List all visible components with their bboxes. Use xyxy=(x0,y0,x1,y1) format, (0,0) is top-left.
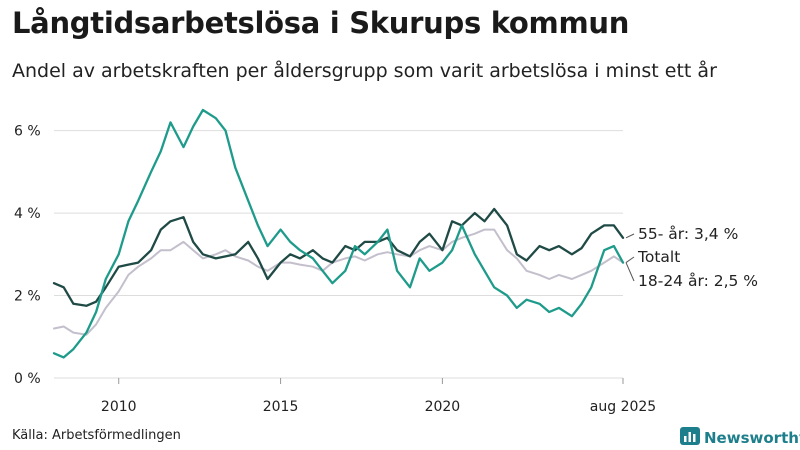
chart-subtitle: Andel av arbetskraften per åldersgrupp s… xyxy=(12,60,717,82)
series-label-total: Totalt xyxy=(637,248,680,266)
series-label-55: 55- år: 3,4 % xyxy=(638,225,738,243)
label-connector-18-24 xyxy=(625,262,635,282)
y-tick-label: 4 % xyxy=(14,206,41,222)
label-connector-total xyxy=(625,256,635,263)
x-tick-label: 2010 xyxy=(101,399,137,415)
x-tick-label: 2020 xyxy=(425,399,461,415)
x-axis-ticks: 2010 2015 2020 aug 2025 xyxy=(101,378,656,415)
source-note: Källa: Arbetsförmedlingen xyxy=(12,428,181,443)
grid-lines xyxy=(54,130,623,379)
y-tick-label: 6 % xyxy=(14,124,41,140)
y-tick-label: 2 % xyxy=(14,289,41,305)
series-line-18-24 xyxy=(52,108,625,359)
label-connector-55 xyxy=(625,233,635,239)
series-line-total xyxy=(53,228,624,336)
x-tick-label: aug 2025 xyxy=(590,399,656,415)
series-lines xyxy=(52,108,625,359)
x-tick-label: 2015 xyxy=(263,399,299,415)
bar-chart-logo-icon xyxy=(680,427,700,449)
brand-logo: Newsworthy xyxy=(680,427,800,449)
y-tick-label: 0 % xyxy=(14,371,41,387)
brand-name: Newsworthy xyxy=(704,429,800,447)
y-axis-ticks: 0 % 2 % 4 % 6 % xyxy=(14,124,41,387)
series-label-18-24: 18-24 år: 2,5 % xyxy=(638,272,758,290)
series-line-55 xyxy=(52,207,625,307)
series-labels: 55- år: 3,4 % Totalt 18-24 år: 2,5 % xyxy=(625,225,758,290)
chart-title: Långtidsarbetslösa i Skurups kommun xyxy=(12,6,630,40)
